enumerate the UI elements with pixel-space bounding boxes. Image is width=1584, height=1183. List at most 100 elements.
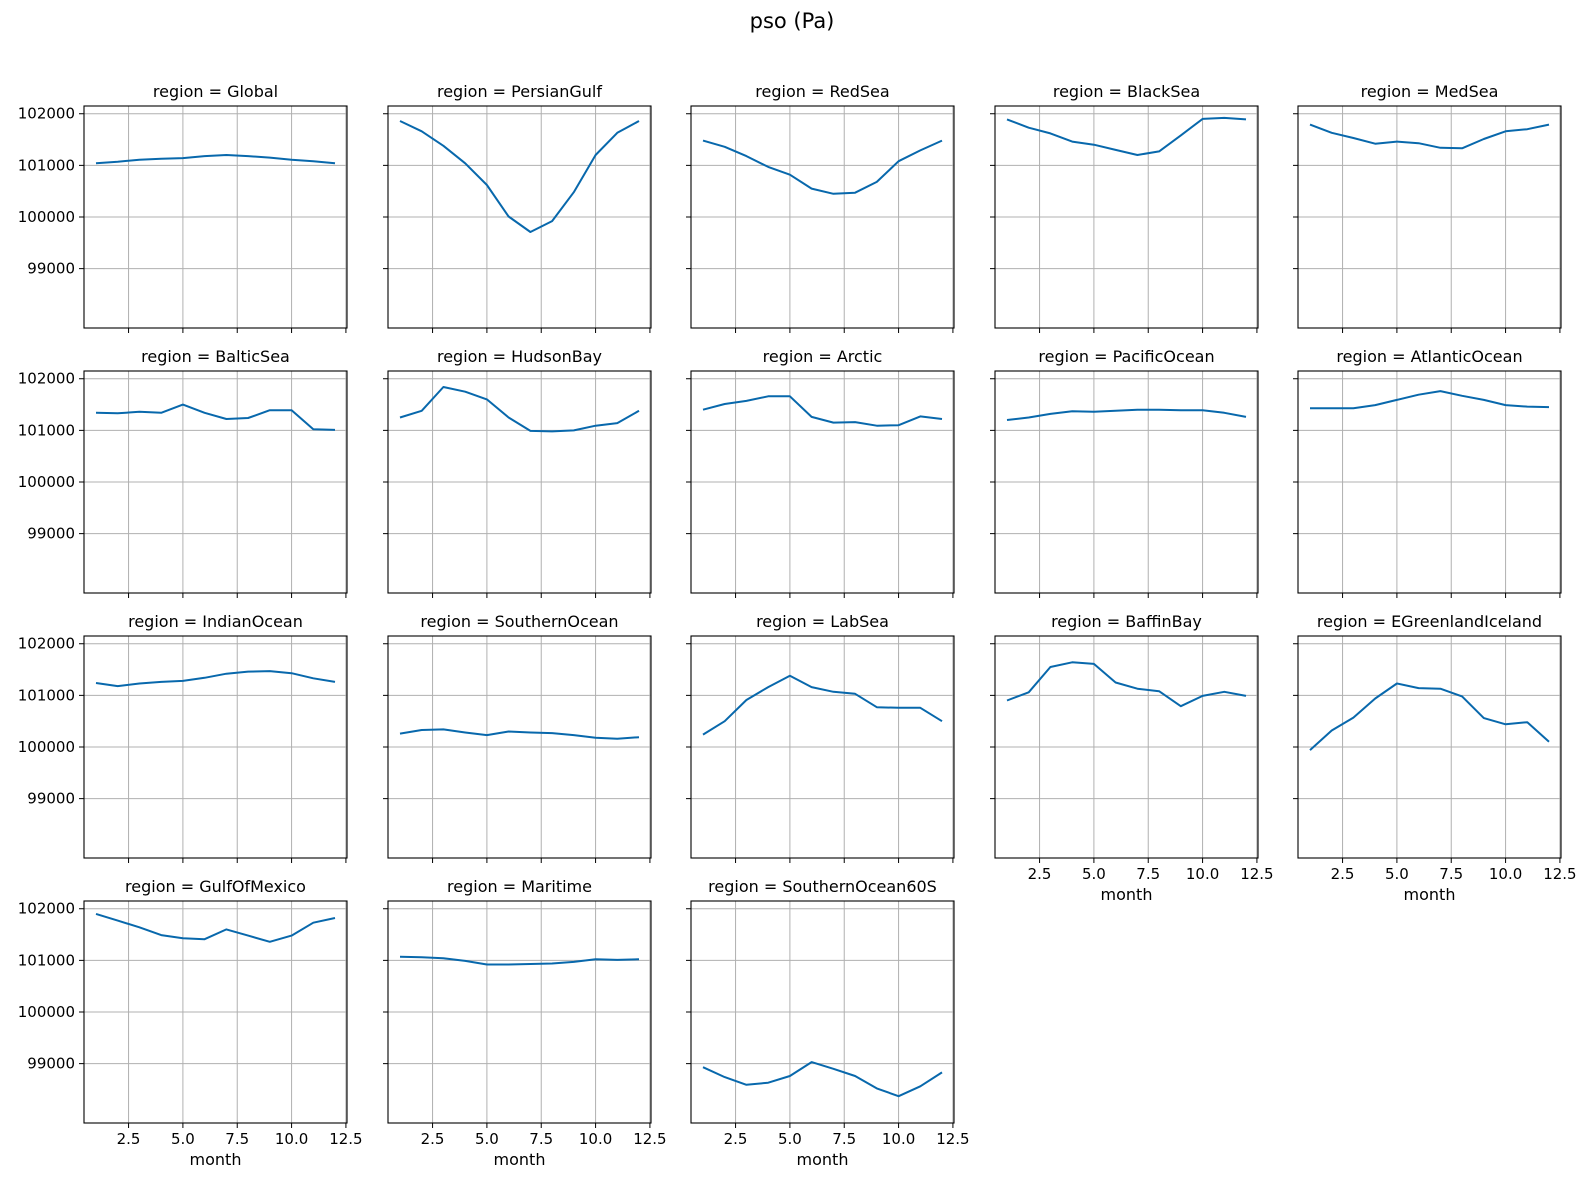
panel-egreenlandiceland: 2.5 5.0 7.5 10.0 12.5 month region = EGreenlan… [1293, 612, 1577, 904]
y-tick-label: 100000 [18, 473, 75, 491]
panel-baffinbay: 2.5 5.0 7.5 10.0 12.5 month region = BaffinBay [990, 612, 1274, 904]
series-line [1006, 661, 1247, 708]
panel-hudsonbay: region = HudsonBay [383, 347, 652, 598]
x-tick-label: 2.5 [117, 1130, 141, 1148]
series-line [1309, 682, 1550, 751]
series-line [399, 386, 640, 433]
x-axis-label: month [190, 1150, 242, 1169]
y-tick-label: 102000 [18, 635, 75, 653]
panel-balticsea: 99000 100000 101000 102000 region = BalticSe… [18, 347, 348, 598]
panel-title: region = Global [153, 82, 278, 101]
y-tick-label: 101000 [18, 156, 75, 174]
series-line [702, 1061, 943, 1098]
y-tick-label: 101000 [18, 951, 75, 969]
x-tick-label: 12.5 [329, 1130, 362, 1148]
series-line [399, 728, 640, 740]
y-tick-label: 101000 [18, 686, 75, 704]
panel-redsea: region = RedSea [686, 82, 955, 333]
panel-pacificocean: region = PacificOcean [990, 347, 1259, 598]
x-tick-label: 12.5 [1543, 865, 1576, 883]
x-tick-label: 10.0 [882, 1130, 915, 1148]
panel-southernocean: region = SouthernOcean [383, 612, 652, 863]
panel-title: region = IndianOcean [128, 612, 303, 631]
x-axis-label: month [494, 1150, 546, 1169]
x-tick-label: 10.0 [1489, 865, 1522, 883]
series-line [1006, 116, 1247, 156]
series-line [1006, 408, 1247, 421]
panel-southernocean60s: 2.5 5.0 7.5 10.0 12.5 month region = SouthernO… [686, 877, 970, 1169]
x-tick-label: 10.0 [579, 1130, 612, 1148]
panel-title: region = SouthernOcean [420, 612, 618, 631]
x-axis-label: month [1404, 885, 1456, 904]
panel-labsea: region = LabSea [686, 612, 955, 863]
x-tick-label: 5.0 [778, 1130, 802, 1148]
panel-arctic: region = Arctic [686, 347, 955, 598]
series-line [702, 139, 943, 195]
x-tick-label: 7.5 [225, 1130, 249, 1148]
x-tick-label: 7.5 [1136, 865, 1160, 883]
panel-title: region = SouthernOcean60S [708, 877, 937, 896]
panel-persiangulf: region = PersianGulf [383, 82, 652, 333]
y-tick-label: 99000 [27, 525, 75, 543]
series-line [399, 955, 640, 966]
x-tick-label: 5.0 [1385, 865, 1409, 883]
y-tick-label: 102000 [18, 105, 75, 123]
panel-indianocean: 99000 100000 101000 102000 region = IndianOc… [18, 612, 348, 863]
panel-title: region = Arctic [763, 347, 883, 366]
series-line [702, 395, 943, 427]
panel-title: region = PersianGulf [437, 82, 602, 101]
x-tick-label: 5.0 [1082, 865, 1106, 883]
x-tick-label: 2.5 [724, 1130, 748, 1148]
y-tick-label: 99000 [27, 260, 75, 278]
series-line [1309, 123, 1550, 150]
series-line [95, 670, 336, 688]
x-tick-label: 2.5 [1028, 865, 1052, 883]
y-tick-label: 102000 [18, 370, 75, 388]
panel-global: 99000 100000 101000 102000 region = Global [18, 82, 348, 333]
series-line [1310, 390, 1550, 410]
panel-title: region = GulfOfMexico [125, 877, 306, 896]
x-tick-label: 7.5 [1439, 865, 1463, 883]
panel-title: region = AtlanticOcean [1336, 347, 1522, 366]
panel-atlanticocean: region = AtlanticOcean [1293, 347, 1562, 598]
panel-title: region = Maritime [447, 877, 592, 896]
x-tick-label: 7.5 [529, 1130, 553, 1148]
panel-medsea: region = MedSea [1293, 82, 1562, 333]
x-axis-label: month [1101, 885, 1153, 904]
y-tick-label: 99000 [27, 1055, 75, 1073]
series-line [702, 674, 943, 736]
series-line [95, 403, 336, 431]
x-tick-label: 2.5 [1331, 865, 1355, 883]
panel-title: region = BalticSea [141, 347, 290, 366]
x-tick-label: 7.5 [832, 1130, 856, 1148]
panel-title: region = BaffinBay [1051, 612, 1202, 631]
x-tick-label: 5.0 [171, 1130, 195, 1148]
x-tick-label: 2.5 [421, 1130, 445, 1148]
y-tick-label: 102000 [18, 900, 75, 918]
chart-title: pso (Pa) [750, 9, 835, 33]
panel-gulfofmexico: 99000 100000 101000 102000 2.5 5.0 7.5 10.0 12.5… [18, 877, 363, 1169]
x-tick-label: 12.5 [1240, 865, 1273, 883]
series-line [399, 120, 640, 233]
panel-title: region = RedSea [755, 82, 889, 101]
panel-title: region = BlackSea [1053, 82, 1200, 101]
y-tick-label: 99000 [27, 790, 75, 808]
panel-blacksea: region = BlackSea [990, 82, 1259, 333]
panel-title: region = MedSea [1361, 82, 1499, 101]
y-tick-label: 100000 [18, 1003, 75, 1021]
panel-title: region = EGreenlandIceland [1317, 612, 1542, 631]
panel-title: region = PacificOcean [1038, 347, 1214, 366]
y-tick-label: 101000 [18, 421, 75, 439]
series-line [95, 154, 336, 165]
y-tick-label: 100000 [18, 208, 75, 226]
x-axis-label: month [797, 1150, 849, 1169]
series-line [95, 912, 336, 943]
x-tick-label: 10.0 [275, 1130, 308, 1148]
panel-title: region = LabSea [756, 612, 889, 631]
x-tick-label: 12.5 [633, 1130, 666, 1148]
panel-title: region = HudsonBay [437, 347, 602, 366]
panel-maritime: 2.5 5.0 7.5 10.0 12.5 month region = Maritime [383, 877, 667, 1169]
x-tick-label: 5.0 [475, 1130, 499, 1148]
